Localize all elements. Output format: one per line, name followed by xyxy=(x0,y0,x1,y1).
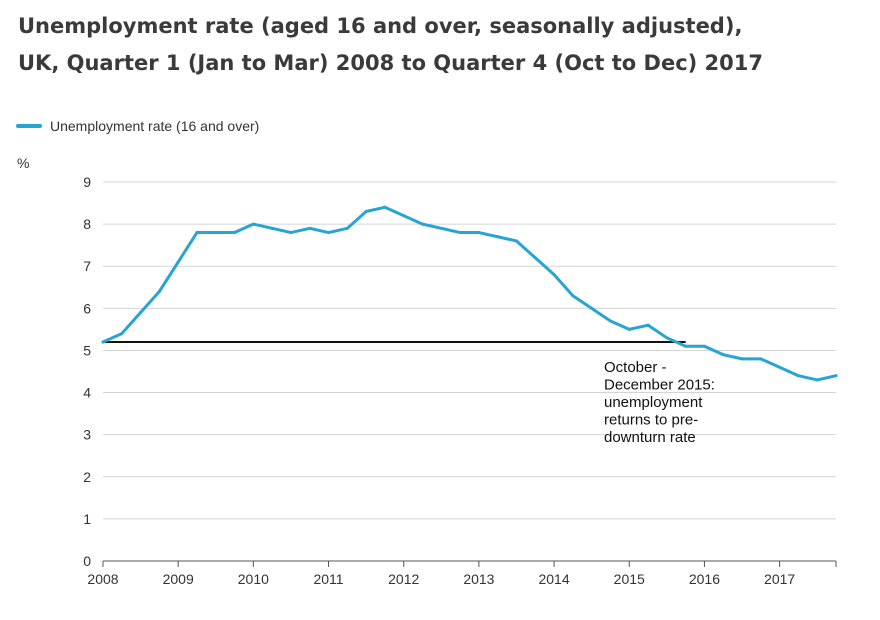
y-tick-label-3: 3 xyxy=(83,427,91,443)
data-point-2010-Q4 xyxy=(308,226,312,230)
data-point-2017-Q4 xyxy=(834,374,838,378)
data-point-2013-Q4 xyxy=(533,256,537,260)
y-tick-label-7: 7 xyxy=(83,258,91,274)
data-point-2017-Q3 xyxy=(815,378,819,382)
annotation-line-1: October - xyxy=(604,359,667,376)
data-point-2013-Q3 xyxy=(514,239,518,243)
y-tick-label-1: 1 xyxy=(83,511,91,527)
chart-title-line-2: UK, Quarter 1 (Jan to Mar) 2008 to Quart… xyxy=(18,51,764,75)
data-point-2016-Q2 xyxy=(721,353,725,357)
annotation-line-3: unemployment xyxy=(604,394,703,411)
y-tick-label-2: 2 xyxy=(83,469,91,485)
data-point-2014-Q1 xyxy=(552,273,556,277)
data-point-2015-Q4 xyxy=(684,344,688,348)
data-point-2012-Q4 xyxy=(458,231,462,235)
data-point-2010-Q1 xyxy=(251,222,255,226)
x-tick-label-2011: 2011 xyxy=(313,571,343,587)
x-tick-label-2017: 2017 xyxy=(764,571,795,587)
data-point-2008-Q2 xyxy=(120,332,124,336)
data-point-2015-Q2 xyxy=(646,323,650,327)
data-point-2014-Q3 xyxy=(590,306,594,310)
data-point-2008-Q4 xyxy=(157,289,161,293)
data-point-2008-Q3 xyxy=(139,311,143,315)
data-point-2011-Q3 xyxy=(364,209,368,213)
data-point-2010-Q2 xyxy=(270,226,274,230)
data-point-2013-Q1 xyxy=(477,231,481,235)
series-line-0 xyxy=(101,205,838,382)
data-point-2016-Q4 xyxy=(759,357,763,361)
y-tick-label-0: 0 xyxy=(83,553,91,569)
data-point-2009-Q4 xyxy=(233,231,237,235)
x-tick-label-2008: 2008 xyxy=(87,571,118,587)
data-point-2009-Q3 xyxy=(214,231,218,235)
x-tick-label-2013: 2013 xyxy=(463,571,494,587)
annotation-line-2: December 2015: xyxy=(604,377,715,394)
annotation-line-5: downturn rate xyxy=(604,429,696,446)
data-point-2016-Q3 xyxy=(740,357,744,361)
legend-swatch xyxy=(16,124,42,128)
chart-title: Unemployment rate (aged 16 and over, sea… xyxy=(18,8,868,82)
data-point-2011-Q4 xyxy=(383,205,387,209)
legend-label: Unemployment rate (16 and over) xyxy=(50,118,260,134)
data-point-2017-Q2 xyxy=(796,374,800,378)
data-point-2011-Q1 xyxy=(327,231,331,235)
data-point-2015-Q1 xyxy=(627,327,631,331)
x-tick-label-2016: 2016 xyxy=(689,571,720,587)
y-tick-label-6: 6 xyxy=(83,300,91,316)
x-tick-label-2012: 2012 xyxy=(388,571,419,587)
data-point-2009-Q2 xyxy=(195,231,199,235)
x-tick-label-2010: 2010 xyxy=(238,571,269,587)
x-tick-label-2009: 2009 xyxy=(163,571,194,587)
y-tick-label-5: 5 xyxy=(83,342,91,358)
legend: Unemployment rate (16 and over) xyxy=(16,118,259,134)
y-tick-label-4: 4 xyxy=(83,385,91,401)
x-tick-label-2014: 2014 xyxy=(538,571,569,587)
chart-title-line-1: Unemployment rate (aged 16 and over, sea… xyxy=(18,14,743,38)
y-axis-unit-label: % xyxy=(17,155,30,171)
data-point-2013-Q2 xyxy=(496,235,500,239)
data-point-2014-Q2 xyxy=(571,294,575,298)
data-point-2012-Q2 xyxy=(421,222,425,226)
data-point-2015-Q3 xyxy=(665,336,669,340)
data-point-2011-Q2 xyxy=(345,226,349,230)
y-tick-label-9: 9 xyxy=(83,174,91,190)
data-point-2012-Q3 xyxy=(439,226,443,230)
annotation-line-4: returns to pre- xyxy=(604,412,698,429)
y-tick-label-8: 8 xyxy=(83,216,91,232)
data-point-2009-Q1 xyxy=(176,260,180,264)
x-tick-label-2015: 2015 xyxy=(614,571,645,587)
data-point-2010-Q3 xyxy=(289,231,293,235)
data-point-2012-Q1 xyxy=(402,214,406,218)
data-point-2016-Q1 xyxy=(702,344,706,348)
data-point-2017-Q1 xyxy=(778,365,782,369)
data-point-2008-Q1 xyxy=(101,340,105,344)
data-point-2014-Q4 xyxy=(608,319,612,323)
